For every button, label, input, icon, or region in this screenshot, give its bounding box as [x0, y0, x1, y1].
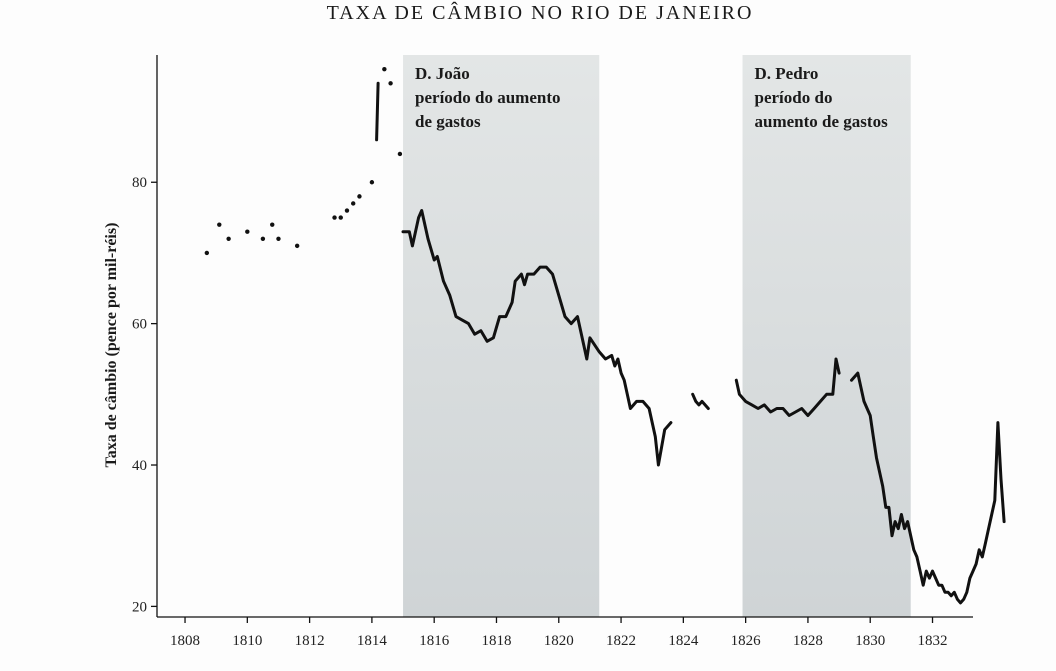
data-point	[226, 236, 231, 241]
shaded-period-label-1: D. João período do aumento de gastos	[415, 64, 560, 131]
shaded-period-2	[742, 55, 911, 617]
data-point	[388, 81, 393, 86]
x-tick-label: 1810	[232, 633, 262, 649]
data-point	[270, 222, 275, 227]
series-line-3	[691, 392, 710, 410]
y-tick-label: 80	[132, 175, 147, 191]
data-point	[351, 201, 356, 206]
x-tick-label: 1812	[295, 633, 325, 649]
data-point	[369, 180, 375, 185]
x-tick-label: 1822	[606, 633, 636, 649]
data-point	[276, 236, 281, 241]
x-tick-label: 1830	[855, 633, 885, 649]
x-tick-label: 1818	[481, 633, 511, 649]
x-tick-label: 1828	[793, 633, 823, 649]
data-point	[338, 215, 343, 220]
data-point	[217, 222, 222, 227]
x-tick-label: 1820	[544, 633, 574, 649]
data-point	[204, 250, 210, 256]
y-axis-label: Taxa de câmbio (pence por mil-réis)	[103, 223, 120, 468]
x-tick-label: 1816	[419, 633, 450, 649]
series-line-2	[401, 209, 673, 467]
data-point	[260, 236, 266, 241]
x-tick-label: 1808	[170, 633, 200, 649]
x-tick-label: 1814	[357, 633, 388, 649]
shaded-period-label-2: D. Pedro período do aumento de gastos	[755, 64, 889, 131]
data-point	[397, 151, 403, 157]
series-line-4	[734, 357, 841, 417]
shaded-period-1	[403, 55, 600, 617]
x-tick-label: 1826	[731, 633, 762, 649]
data-point	[344, 208, 350, 213]
y-tick-label: 20	[132, 599, 147, 615]
series-line-5	[850, 371, 1006, 605]
data-point	[382, 66, 387, 72]
y-tick-label: 40	[132, 458, 147, 474]
data-point	[332, 215, 337, 220]
data-point	[294, 243, 300, 249]
data-point	[357, 194, 362, 199]
data-point	[245, 229, 250, 234]
chart-title: TAXA DE CÂMBIO NO RIO DE JANEIRO	[326, 2, 754, 24]
series-line-1	[375, 81, 380, 142]
y-tick-label: 60	[132, 317, 147, 333]
x-tick-label: 1824	[668, 633, 699, 649]
x-tick-label: 1832	[918, 633, 948, 649]
